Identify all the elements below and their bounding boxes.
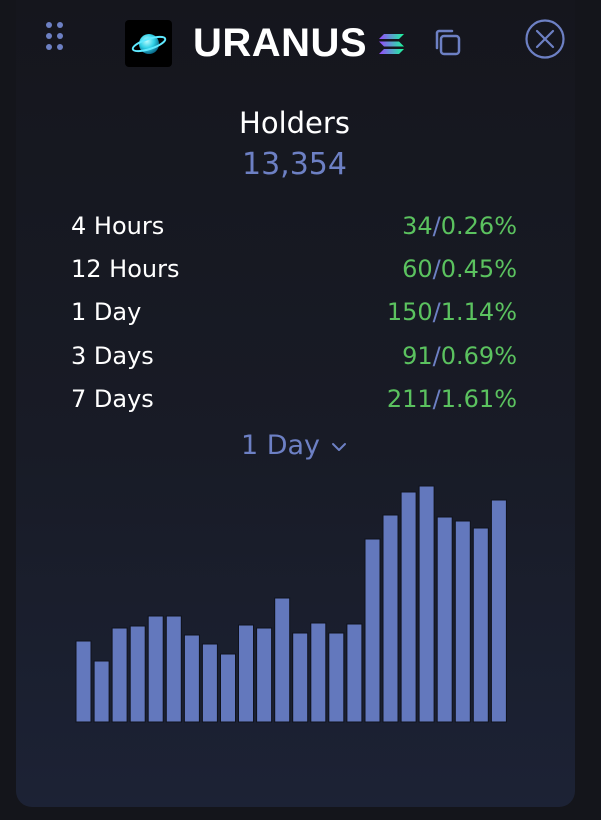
change-row-4h: 4 Hours 34/0.26%: [71, 204, 517, 247]
chevron-down-icon: [332, 442, 347, 451]
token-logo: [125, 20, 172, 67]
change-row-1d: 1 Day 150/1.14%: [71, 291, 517, 334]
change-value: 150/1.14%: [386, 298, 517, 327]
period-label: 12 Hours: [71, 254, 180, 283]
drag-handle-icon[interactable]: [46, 22, 64, 54]
ringed-planet-icon: [131, 33, 166, 54]
change-value: 211/1.61%: [386, 384, 517, 413]
holders-label: Holders: [239, 106, 350, 140]
change-value: 34/0.26%: [402, 211, 517, 240]
period-label: 4 Hours: [71, 211, 165, 240]
period-dropdown-value: 1 Day: [240, 430, 321, 461]
period-label: 7 Days: [71, 384, 154, 413]
change-value: 60/0.45%: [402, 254, 517, 283]
solana-icon: [379, 34, 404, 54]
holder-change-list: 4 Hours 34/0.26% 12 Hours 60/0.45% 1 Day…: [71, 204, 517, 420]
token-name: URANUS: [193, 21, 368, 65]
period-dropdown[interactable]: 1 Day: [0, 427, 589, 465]
holders-count: 13,354: [242, 147, 347, 182]
change-row-12h: 12 Hours 60/0.45%: [71, 247, 517, 290]
period-label: 3 Days: [71, 341, 154, 370]
change-row-3d: 3 Days 91/0.69%: [71, 334, 517, 377]
copy-icon[interactable]: [431, 26, 464, 59]
close-icon[interactable]: [524, 18, 566, 60]
change-value: 91/0.69%: [402, 341, 517, 370]
change-row-7d: 7 Days 211/1.61%: [71, 377, 517, 420]
period-label: 1 Day: [71, 298, 142, 327]
